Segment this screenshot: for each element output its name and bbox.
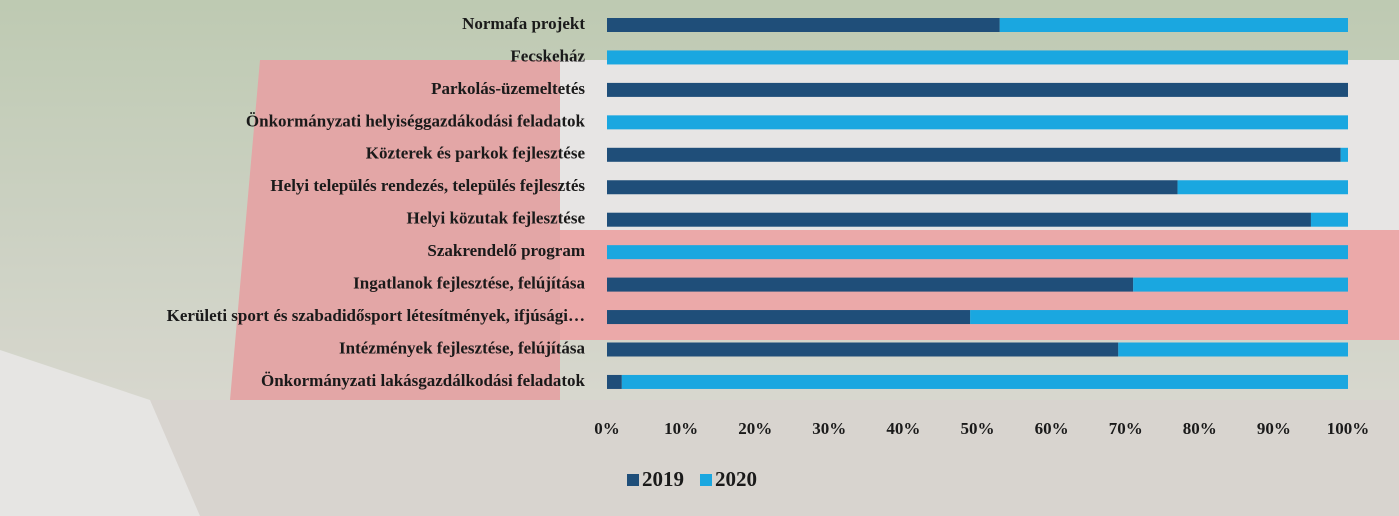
bar-segment: [621, 374, 1348, 389]
category-label: Szakrendelő program: [427, 241, 585, 260]
category-label: Önkormányzati helyiséggazdákodási felada…: [246, 111, 586, 130]
category-label: Helyi közutak fejlesztése: [407, 209, 586, 228]
bar-segment: [970, 310, 1348, 325]
bar-segment: [607, 115, 1348, 130]
category-label: Közterek és parkok fejlesztése: [366, 144, 586, 163]
bar-segment: [1133, 277, 1348, 292]
category-label: Önkormányzati lakásgazdálkodási feladato…: [261, 371, 586, 390]
bar-segment: [607, 147, 1341, 162]
bar-segment: [1310, 212, 1348, 227]
legend-label: 2020: [715, 467, 757, 491]
bar-segment: [999, 18, 1348, 32]
bar-segment: [607, 245, 1348, 260]
x-tick-label: 10%: [664, 419, 698, 438]
category-label: Normafa projekt: [462, 14, 585, 33]
x-tick-label: 70%: [1109, 419, 1143, 438]
x-tick-label: 0%: [594, 419, 620, 438]
bar-segment: [607, 82, 1348, 97]
bar-segment: [1177, 180, 1348, 195]
bar-segment: [607, 180, 1178, 195]
x-tick-label: 50%: [961, 419, 995, 438]
x-tick-label: 80%: [1183, 419, 1217, 438]
bar-segment: [607, 212, 1311, 227]
bar-segment: [607, 50, 1348, 65]
bar-segment: [607, 342, 1119, 357]
category-label: Ingatlanok fejlesztése, felújítása: [353, 274, 585, 293]
x-tick-label: 30%: [812, 419, 846, 438]
x-tick-label: 90%: [1257, 419, 1291, 438]
legend-swatch: [627, 474, 639, 486]
category-label: Kerületi sport és szabadidősport létesít…: [167, 306, 585, 325]
bar-segment: [607, 277, 1134, 292]
x-tick-label: 60%: [1035, 419, 1069, 438]
category-label: Fecskeház: [510, 46, 585, 65]
bar-segment: [607, 18, 1000, 32]
x-tick-label: 100%: [1327, 419, 1370, 438]
bar-segment: [607, 374, 622, 389]
bar-segment: [607, 310, 971, 325]
x-tick-label: 40%: [886, 419, 920, 438]
legend-label: 2019: [642, 467, 684, 491]
category-label: Intézmények fejlesztése, felújítása: [339, 338, 585, 357]
category-label: Helyi település rendezés, település fejl…: [270, 176, 585, 195]
category-label: Parkolás-üzemeltetés: [431, 79, 585, 98]
bar-segment: [1118, 342, 1348, 357]
bar-segment: [1340, 147, 1348, 162]
legend-swatch: [700, 474, 712, 486]
x-tick-label: 20%: [738, 419, 772, 438]
